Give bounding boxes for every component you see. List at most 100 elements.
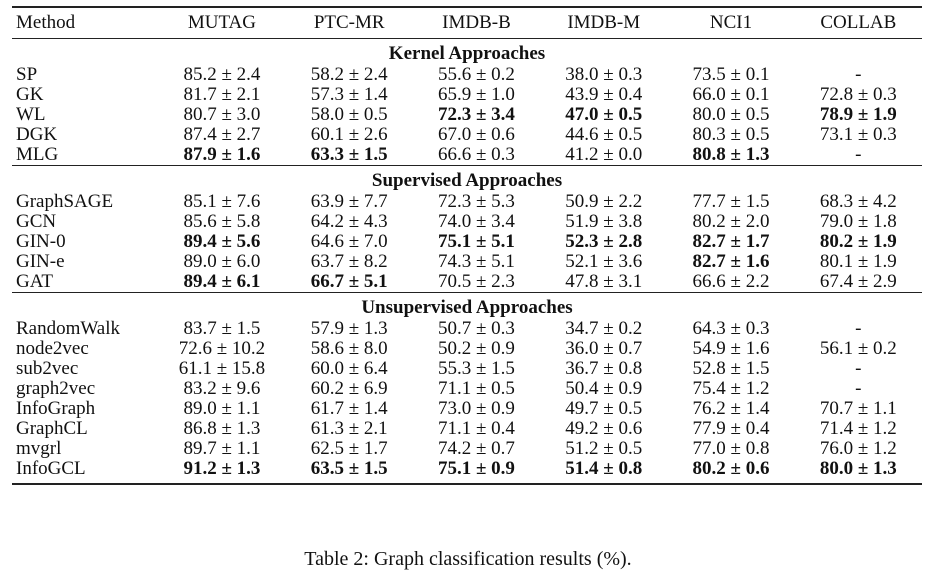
group-header-row: Kernel Approaches xyxy=(12,38,922,65)
result-cell: 63.9 ± 7.7 xyxy=(310,191,388,212)
result-cell: 60.1 ± 2.6 xyxy=(310,124,388,145)
method-name: GAT xyxy=(16,271,53,292)
result-cell: 56.1 ± 0.2 xyxy=(819,338,897,359)
result-cell: - xyxy=(855,378,862,399)
result-cell: 66.7 ± 5.1 xyxy=(310,271,388,292)
table-row: WL 80.7 ± 3.0 58.0 ± 0.5 72.3 ± 3.4 47.0 ± 0… xyxy=(12,105,922,125)
result-cell: 34.7 ± 0.2 xyxy=(565,318,643,339)
result-cell: 67.4 ± 2.9 xyxy=(819,271,897,292)
result-cell: 68.3 ± 4.2 xyxy=(819,191,897,212)
result-cell: 80.0 ± 0.5 xyxy=(692,104,770,125)
table-row: node2vec 72.6 ± 10.2 58.6 ± 8.0 50.2 ± 0.9 3… xyxy=(12,339,922,359)
result-cell: 80.2 ± 2.0 xyxy=(692,211,770,232)
result-cell: 86.8 ± 1.3 xyxy=(183,418,261,439)
method-name: DGK xyxy=(16,124,58,145)
result-cell: 80.0 ± 1.3 xyxy=(794,459,922,485)
result-cell: 47.8 ± 3.1 xyxy=(565,271,643,292)
result-cell: 64.2 ± 4.3 xyxy=(310,211,388,232)
method-name: node2vec xyxy=(16,338,89,359)
result-cell: 75.1 ± 5.1 xyxy=(438,231,515,252)
result-cell: 80.2 ± 0.6 xyxy=(667,459,795,485)
method-name: GK xyxy=(16,84,44,105)
table-row: GraphCL 86.8 ± 1.3 61.3 ± 2.1 71.1 ± 0.4 49.… xyxy=(12,419,922,439)
result-cell: 76.2 ± 1.4 xyxy=(692,398,770,419)
method-name: GIN-0 xyxy=(16,231,66,252)
table-row: DGK 87.4 ± 2.7 60.1 ± 2.6 67.0 ± 0.6 44.6 ± … xyxy=(12,125,922,145)
result-cell: 91.2 ± 1.3 xyxy=(158,459,286,485)
column-header: IMDB-B xyxy=(412,6,541,39)
result-cell: 77.7 ± 1.5 xyxy=(692,191,770,212)
result-cell: 85.1 ± 7.6 xyxy=(183,191,261,212)
result-cell: 64.6 ± 7.0 xyxy=(310,231,388,252)
result-cell: 70.5 ± 2.3 xyxy=(438,271,515,292)
method-name: graph2vec xyxy=(16,378,96,399)
table-row: GK 81.7 ± 2.1 57.3 ± 1.4 65.9 ± 1.0 43.9 ± 0… xyxy=(12,85,922,105)
result-cell: 50.2 ± 0.9 xyxy=(438,338,515,359)
column-header: Method xyxy=(12,6,159,39)
header-row: Method MUTAG PTC-MR IMDB-B IMDB-M NCI1 C… xyxy=(12,6,922,39)
result-cell: 80.3 ± 0.5 xyxy=(692,124,770,145)
result-cell: 58.0 ± 0.5 xyxy=(310,104,388,125)
result-cell: 36.0 ± 0.7 xyxy=(565,338,643,359)
result-cell: 55.3 ± 1.5 xyxy=(438,358,515,379)
table-caption: Table 2: Graph classification results (%… xyxy=(304,548,632,570)
result-cell: 55.6 ± 0.2 xyxy=(438,64,515,85)
result-cell: 77.9 ± 0.4 xyxy=(692,418,770,439)
result-cell: 72.8 ± 0.3 xyxy=(819,84,897,105)
results-table: Method MUTAG PTC-MR IMDB-B IMDB-M NCI1 C… xyxy=(12,6,922,485)
result-cell: 82.7 ± 1.6 xyxy=(692,251,770,272)
result-cell: 50.9 ± 2.2 xyxy=(565,191,643,212)
result-cell: - xyxy=(855,358,862,379)
result-cell: 83.2 ± 9.6 xyxy=(183,378,261,399)
column-header: MUTAG xyxy=(158,6,286,39)
result-cell: 80.7 ± 3.0 xyxy=(183,104,261,125)
result-cell: 61.3 ± 2.1 xyxy=(310,418,388,439)
result-cell: 63.3 ± 1.5 xyxy=(310,144,388,165)
result-cell: 51.9 ± 3.8 xyxy=(565,211,643,232)
result-cell: 67.0 ± 0.6 xyxy=(438,124,515,145)
method-name: InfoGraph xyxy=(16,398,96,419)
method-name: RandomWalk xyxy=(16,318,121,339)
result-cell: 71.4 ± 1.2 xyxy=(819,418,897,439)
result-cell: 51.4 ± 0.8 xyxy=(540,459,668,485)
result-cell: 77.0 ± 0.8 xyxy=(692,438,770,459)
result-cell: 73.1 ± 0.3 xyxy=(819,124,897,145)
method-name: sub2vec xyxy=(16,358,79,379)
result-cell: 70.7 ± 1.1 xyxy=(819,398,897,419)
result-cell: 73.5 ± 0.1 xyxy=(692,64,770,85)
result-cell: 43.9 ± 0.4 xyxy=(565,84,643,105)
method-name: MLG xyxy=(16,144,59,165)
table-row: InfoGraph 89.0 ± 1.1 61.7 ± 1.4 73.0 ± 0.9 4… xyxy=(12,399,922,419)
result-cell: 58.2 ± 2.4 xyxy=(310,64,388,85)
result-cell: 52.1 ± 3.6 xyxy=(565,251,643,272)
result-cell: 38.0 ± 0.3 xyxy=(565,64,643,85)
table-row: GIN-0 89.4 ± 5.6 64.6 ± 7.0 75.1 ± 5.1 52.3 … xyxy=(12,232,922,252)
method-name: GraphSAGE xyxy=(16,191,114,212)
result-cell: 44.6 ± 0.5 xyxy=(565,124,643,145)
result-cell: 36.7 ± 0.8 xyxy=(565,358,643,379)
table-row: MLG 87.9 ± 1.6 63.3 ± 1.5 66.6 ± 0.3 41.2 ± … xyxy=(12,145,922,166)
result-cell: 65.9 ± 1.0 xyxy=(438,84,515,105)
result-cell: 72.3 ± 3.4 xyxy=(438,104,515,125)
result-cell: 72.3 ± 5.3 xyxy=(438,191,515,212)
result-cell: 54.9 ± 1.6 xyxy=(692,338,770,359)
method-name: WL xyxy=(16,104,46,125)
method-name: GIN-e xyxy=(16,251,65,272)
result-cell: 80.2 ± 1.9 xyxy=(819,231,897,252)
result-cell: 82.7 ± 1.7 xyxy=(692,231,770,252)
group-title: Supervised Approaches xyxy=(12,165,922,192)
result-cell: 87.9 ± 1.6 xyxy=(183,144,261,165)
result-cell: 74.3 ± 5.1 xyxy=(438,251,515,272)
result-cell: 71.1 ± 0.4 xyxy=(438,418,515,439)
result-cell: 61.1 ± 15.8 xyxy=(178,358,266,379)
result-cell: 79.0 ± 1.8 xyxy=(819,211,897,232)
result-cell: 50.7 ± 0.3 xyxy=(438,318,515,339)
table-row: GraphSAGE 85.1 ± 7.6 63.9 ± 7.7 72.3 ± 5.3 5… xyxy=(12,192,922,212)
result-cell: 66.6 ± 0.3 xyxy=(438,144,515,165)
group-header-row: Unsupervised Approaches xyxy=(12,292,922,319)
result-cell: 89.0 ± 6.0 xyxy=(183,251,261,272)
method-name: mvgrl xyxy=(16,438,62,459)
result-cell: 83.7 ± 1.5 xyxy=(183,318,261,339)
result-cell: 74.2 ± 0.7 xyxy=(438,438,515,459)
method-name: SP xyxy=(16,64,38,85)
